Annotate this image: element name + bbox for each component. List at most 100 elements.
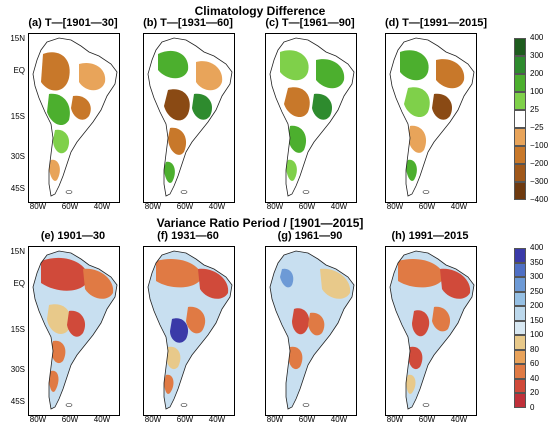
top-3-field-region-0 xyxy=(400,50,429,81)
top-3-coastline xyxy=(389,37,475,197)
top-2-panel-title: (c) T—[1961—90] xyxy=(265,17,355,29)
top-0-field-region-5 xyxy=(49,159,60,181)
bottom-colorbar-segment xyxy=(514,335,526,350)
bottom-0-map-svg xyxy=(32,250,118,410)
bottom-colorbar-tick-label: 0 xyxy=(530,403,535,412)
bottom-0-field-region-4 xyxy=(51,340,66,364)
lon-label-top-2-2: 40W xyxy=(330,202,348,211)
bottom-2-coastline xyxy=(269,250,355,410)
top-3-map-panel: (d) T—[1991—2015] 80W 60W 40W xyxy=(385,17,487,211)
top-0-field-region-0 xyxy=(41,52,70,91)
bottom-colorbar-tick-label: 250 xyxy=(530,286,544,296)
top-colorbar-segment xyxy=(514,92,526,110)
top-colorbar-tick-label: −100 xyxy=(530,141,549,150)
lat-label-top-0-2: 15S xyxy=(10,112,25,121)
top-3-map-frame xyxy=(385,33,477,203)
bottom-3-coastline xyxy=(389,250,475,410)
bottom-1-map-frame xyxy=(143,246,235,416)
top-2-field-region-1 xyxy=(316,59,345,89)
lon-label-bottom-3-2: 40W xyxy=(450,415,468,424)
bottom-colorbar-tick-label: 40 xyxy=(530,373,539,383)
top-colorbar-segment xyxy=(514,146,526,164)
top-2-map-frame xyxy=(265,33,357,203)
lon-label-top-1-0: 80W xyxy=(144,202,162,211)
top-1-field-region-5 xyxy=(164,161,175,183)
lon-label-bottom-3-1: 60W xyxy=(418,415,436,424)
bottom-3-field-region-5 xyxy=(406,374,416,394)
bottom-colorbar-tick-label: 80 xyxy=(530,344,539,354)
lat-label-top-0-3: 30S xyxy=(10,152,25,161)
bottom-1-coastline xyxy=(147,250,233,410)
bottom-3-map-svg xyxy=(389,250,475,410)
bottom-0-field-layer xyxy=(41,257,114,392)
top-colorbar-tick-label: 100 xyxy=(530,87,544,96)
lon-label-top-1-1: 60W xyxy=(176,202,194,211)
bottom-2-field-layer xyxy=(278,258,351,370)
top-colorbar-tick-label: 400 xyxy=(530,33,544,42)
top-colorbar-segment xyxy=(514,38,526,56)
top-colorbar-segment xyxy=(514,182,526,200)
bottom-colorbar-segment xyxy=(514,393,526,408)
bottom-colorbar-segment xyxy=(514,291,526,307)
top-2-coastline xyxy=(269,37,355,197)
top-2-field-region-5 xyxy=(286,159,297,181)
bottom-colorbar-segment xyxy=(514,364,526,379)
lon-label-top-0-1: 60W xyxy=(61,202,79,211)
bottom-0-field-region-0 xyxy=(41,257,89,291)
top-colorbar-segment xyxy=(514,110,526,128)
bottom-colorbar-tick-label: 300 xyxy=(530,272,544,282)
bottom-3-map-panel: (h) 1991—2015 80W 60W 40W xyxy=(385,230,477,424)
bottom-1-field-region-2 xyxy=(170,318,189,343)
bottom-colorbar-segment xyxy=(514,262,526,278)
bottom-3-panel-title: (h) 1991—2015 xyxy=(391,230,469,242)
lon-label-bottom-2-0: 80W xyxy=(266,415,284,424)
top-3-field-region-5 xyxy=(406,159,417,181)
top-colorbar-segment xyxy=(514,74,526,92)
lon-label-top-1-2: 40W xyxy=(208,202,226,211)
bottom-1-map-svg xyxy=(147,250,233,410)
bottom-colorbar-segment xyxy=(514,349,526,365)
bottom-colorbar-tick-label: 350 xyxy=(530,257,544,267)
bottom-colorbar: 400 350 300 250 200 150 100 80 60 40 20 0 xyxy=(514,244,546,412)
top-colorbar-segment xyxy=(514,164,526,182)
lat-label-top-0-4: 45S xyxy=(10,184,25,193)
top-0-field-layer xyxy=(41,52,106,181)
top-1-field-region-3 xyxy=(192,93,213,120)
top-2-field-region-4 xyxy=(288,125,307,153)
top-0-field-region-4 xyxy=(53,129,70,154)
lon-label-top-3-2: 40W xyxy=(450,202,468,211)
top-colorbar-tick-label: 200 xyxy=(530,69,544,78)
top-1-field-region-0 xyxy=(158,50,189,79)
top-colorbar-segment xyxy=(514,128,526,146)
top-1-field-region-1 xyxy=(196,61,223,91)
top-2-map-panel: (c) T—[1961—90] 80W 60W 40W xyxy=(265,17,357,211)
bottom-colorbar-tick-label: 20 xyxy=(530,388,539,398)
bottom-3-field-region-0 xyxy=(398,258,444,288)
top-3-island-outline xyxy=(422,190,430,194)
bottom-2-field-region-5 xyxy=(288,346,303,370)
lon-label-top-0-0: 80W xyxy=(29,202,47,211)
bottom-1-panel-title: (f) 1931—60 xyxy=(157,230,219,242)
top-0-map-svg xyxy=(32,37,118,197)
bottom-1-field-region-5 xyxy=(164,374,174,394)
top-colorbar-tick-label: −25 xyxy=(530,123,544,132)
bottom-1-field-region-0 xyxy=(156,258,202,288)
top-1-map-frame xyxy=(143,33,235,203)
lat-label-top-0-0: 15N xyxy=(10,34,25,43)
top-3-field-region-1 xyxy=(436,59,465,89)
top-0-field-region-3 xyxy=(71,95,91,120)
lon-label-bottom-2-2: 40W xyxy=(330,415,348,424)
top-1-field-layer xyxy=(158,50,223,183)
lon-label-top-2-0: 80W xyxy=(266,202,284,211)
top-2-island-outline xyxy=(302,190,310,194)
bottom-colorbar-tick-label: 100 xyxy=(530,330,544,340)
bottom-2-field-region-4 xyxy=(308,312,325,336)
top-2-field-region-2 xyxy=(284,87,310,118)
bottom-colorbar-tick-label: 60 xyxy=(530,359,539,369)
lon-label-bottom-1-0: 80W xyxy=(144,415,162,424)
top-1-map-panel: (b) T—[1931—60] 80W 60W 40W xyxy=(143,17,235,211)
bottom-3-map-frame xyxy=(385,246,477,416)
top-0-island-outline xyxy=(65,190,73,194)
lon-label-top-2-1: 60W xyxy=(298,202,316,211)
top-1-field-region-4 xyxy=(168,127,187,155)
